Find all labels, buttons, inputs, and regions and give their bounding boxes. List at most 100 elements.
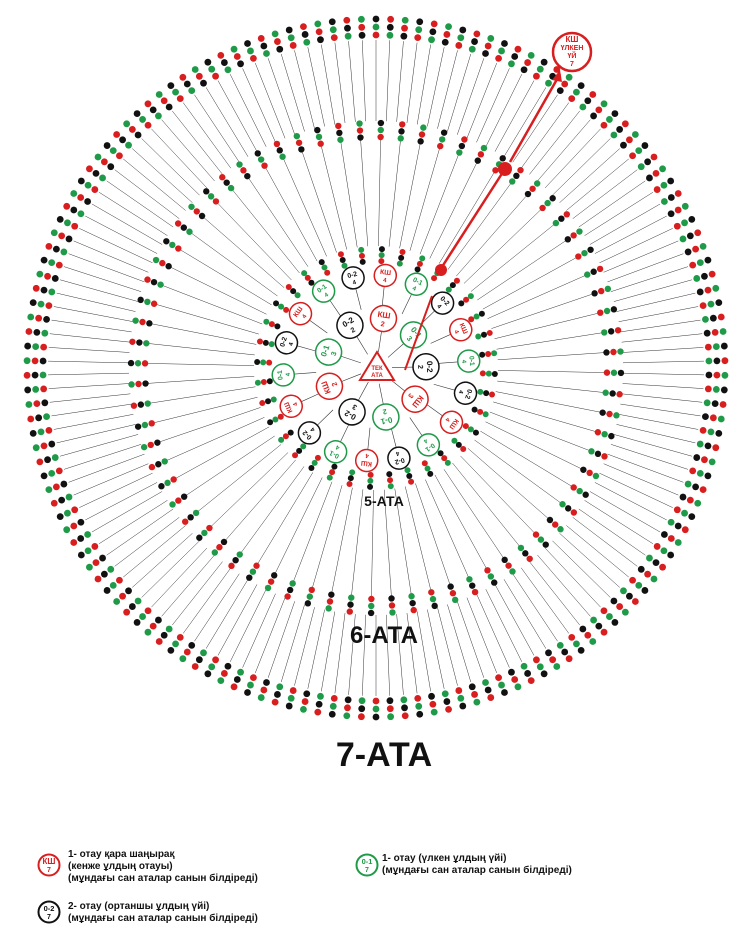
middle-dot bbox=[228, 562, 235, 570]
outer-dot bbox=[271, 698, 279, 706]
middle-ray bbox=[456, 196, 527, 277]
outer-ray bbox=[537, 554, 591, 617]
middle-dot bbox=[187, 514, 194, 521]
inner-dot bbox=[419, 255, 426, 262]
outer-dot bbox=[314, 708, 322, 716]
svg-text:3: 3 bbox=[405, 335, 414, 343]
outer-ray bbox=[79, 228, 153, 264]
middle-dot bbox=[456, 149, 463, 156]
outer-dot bbox=[220, 59, 228, 66]
outer-ray bbox=[49, 333, 131, 343]
inner-dot bbox=[267, 419, 274, 426]
outer-dot bbox=[579, 625, 587, 633]
middle-dot bbox=[429, 595, 437, 603]
outer-dot bbox=[688, 216, 696, 223]
svg-text:2: 2 bbox=[382, 407, 388, 416]
outer-ray bbox=[537, 119, 591, 182]
middle-dot bbox=[408, 593, 415, 600]
outer-dot bbox=[508, 60, 515, 68]
outer-dot bbox=[128, 603, 136, 610]
middle-dot bbox=[537, 536, 545, 543]
outer-dot bbox=[401, 16, 409, 24]
outer-dot bbox=[315, 28, 323, 36]
outer-ray bbox=[466, 597, 497, 674]
inner-dot bbox=[260, 359, 267, 366]
outer-dot bbox=[315, 700, 323, 708]
outer-dot bbox=[520, 66, 528, 74]
middle-dot bbox=[196, 534, 203, 541]
inner-dot bbox=[263, 318, 270, 325]
inner-dot bbox=[278, 436, 285, 443]
outer-dot bbox=[573, 640, 580, 648]
outer-ray bbox=[616, 292, 696, 312]
outer-dot bbox=[372, 713, 380, 721]
outer-dot bbox=[358, 705, 366, 713]
outer-dot bbox=[704, 385, 712, 393]
outer-dot bbox=[44, 272, 51, 280]
outer-dot bbox=[31, 357, 39, 365]
outer-dot bbox=[94, 575, 102, 583]
outer-dot bbox=[125, 141, 132, 149]
outer-dot bbox=[533, 72, 540, 80]
outer-dot bbox=[430, 20, 438, 28]
outer-dot bbox=[344, 32, 352, 40]
inner-dot bbox=[262, 339, 269, 346]
outer-dot bbox=[39, 357, 47, 365]
middle-ray bbox=[156, 304, 259, 335]
outer-dot bbox=[94, 153, 102, 161]
middle-dot bbox=[293, 132, 301, 140]
outer-dot bbox=[524, 59, 532, 66]
middle-dot bbox=[155, 461, 162, 468]
outer-dot bbox=[606, 116, 613, 123]
outer-dot bbox=[540, 58, 548, 66]
svg-text:0-2: 0-2 bbox=[347, 271, 358, 280]
inner-connector bbox=[430, 332, 454, 344]
middle-dot bbox=[201, 529, 208, 537]
middle-dot bbox=[227, 184, 235, 192]
outer-dot bbox=[699, 242, 707, 250]
outer-ray bbox=[106, 508, 174, 556]
middle-dot bbox=[604, 285, 612, 293]
outer-dot bbox=[650, 153, 658, 161]
inner-dot bbox=[260, 379, 267, 386]
outer-dot bbox=[172, 640, 179, 648]
inner-dot bbox=[270, 396, 277, 403]
outer-dot bbox=[415, 26, 423, 34]
inner-dot bbox=[321, 264, 328, 271]
middle-dot bbox=[249, 568, 257, 575]
middle-dot bbox=[388, 602, 396, 609]
outer-dot bbox=[63, 202, 71, 210]
middle-dot bbox=[148, 463, 156, 471]
middle-ray bbox=[225, 459, 296, 540]
outer-dot bbox=[631, 131, 639, 138]
svg-text:2: 2 bbox=[380, 320, 385, 329]
outer-dot bbox=[514, 45, 522, 53]
outer-dot bbox=[139, 613, 146, 620]
outer-dot bbox=[482, 679, 489, 686]
outer-ray bbox=[141, 138, 200, 196]
inner-dot bbox=[367, 477, 374, 484]
outer-ray bbox=[485, 589, 523, 662]
outer-dot bbox=[616, 603, 624, 610]
outer-dot bbox=[50, 499, 58, 507]
inner-dot bbox=[285, 284, 292, 291]
outer-dot bbox=[400, 696, 408, 704]
middle-ray bbox=[497, 352, 604, 361]
outer-dot bbox=[91, 543, 99, 550]
inner-dot bbox=[414, 266, 421, 273]
middle-dot bbox=[601, 430, 608, 438]
outer-dot bbox=[188, 641, 196, 649]
svg-text:2: 2 bbox=[349, 326, 357, 335]
outer-dot bbox=[274, 38, 281, 45]
middle-dot bbox=[182, 518, 189, 525]
outer-dot bbox=[430, 708, 438, 716]
outer-ray bbox=[512, 94, 558, 163]
svg-text:КШ: КШ bbox=[283, 401, 294, 414]
outer-ray bbox=[280, 604, 305, 683]
middle-dot bbox=[232, 556, 239, 564]
middle-ray bbox=[419, 155, 459, 255]
middle-dot bbox=[137, 296, 144, 304]
middle-dot bbox=[420, 124, 427, 131]
middle-dot bbox=[440, 129, 448, 136]
outer-ray bbox=[386, 614, 390, 696]
